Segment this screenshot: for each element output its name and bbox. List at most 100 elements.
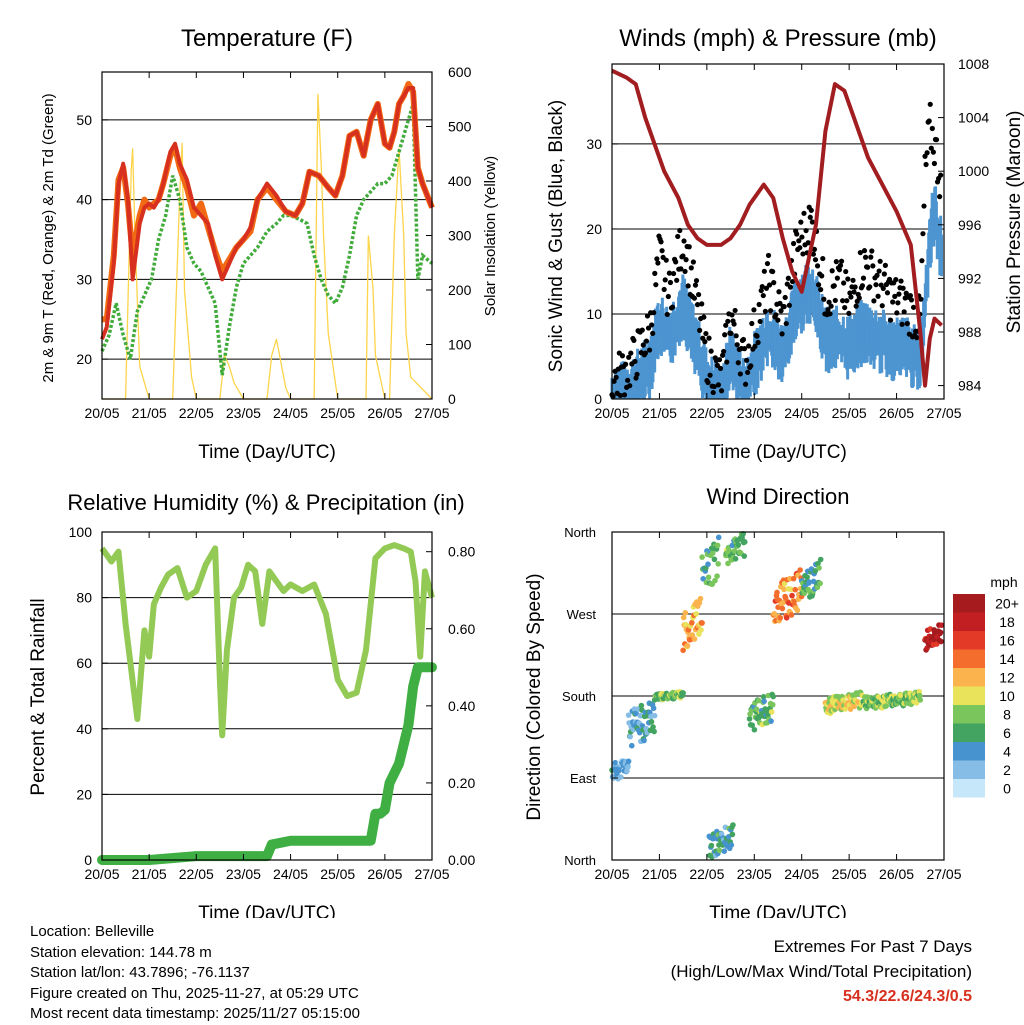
- gust-point: [928, 145, 934, 151]
- gust-point: [675, 233, 681, 240]
- wind-direction-point: [938, 638, 944, 645]
- gust-point: [923, 161, 929, 168]
- temperature-panel: Temperature (F) Time (Day/UTC) 2m & 9m T…: [40, 25, 499, 463]
- wind-direction-point: [761, 698, 767, 705]
- colorbar-label: 10: [999, 688, 1015, 704]
- gust-point: [776, 289, 782, 295]
- wind-direction-point: [641, 737, 647, 744]
- gust-point: [914, 335, 920, 341]
- gust-point: [610, 393, 616, 400]
- colorbar-swatch: [953, 686, 985, 705]
- colorbar-label: 6: [1003, 725, 1011, 741]
- wind-direction-point: [791, 598, 797, 605]
- wind-direction-point: [625, 758, 632, 765]
- gust-point: [765, 252, 772, 259]
- wind-direction-point: [781, 586, 787, 593]
- gust-point: [903, 290, 909, 296]
- gust-point: [771, 280, 777, 286]
- colorbar-label: 2: [1003, 762, 1011, 778]
- gust-point: [673, 259, 679, 265]
- gust-point: [696, 291, 702, 298]
- gust-point: [703, 330, 709, 337]
- gust-point: [688, 265, 694, 271]
- total-rainfall-line: [97, 662, 437, 865]
- gust-point: [881, 271, 887, 277]
- gust-point: [799, 234, 805, 240]
- gust-point: [775, 317, 781, 323]
- colorbar-swatch: [953, 631, 985, 650]
- gust-point: [757, 318, 763, 325]
- gust-point: [742, 381, 749, 387]
- wind-direction-point: [650, 724, 656, 730]
- gust-point: [752, 343, 758, 350]
- wind-direction-point: [721, 848, 728, 854]
- figure-canvas: Temperature (F) Time (Day/UTC) 2m & 9m T…: [28, 25, 1024, 918]
- gust-point: [653, 282, 659, 288]
- wind-direction-point: [680, 614, 687, 621]
- extremes-block: Extremes For Past 7 Days (High/Low/Max W…: [671, 934, 972, 1009]
- x-tick-label: 23/05: [737, 405, 772, 421]
- x-tick-label: 23/05: [226, 866, 261, 882]
- wind-direction-point: [710, 550, 716, 556]
- gust-point: [933, 137, 940, 143]
- wind-direction-title: Wind Direction: [706, 484, 849, 509]
- extremes-values: 54.3/22.6/24.3/0.5: [843, 988, 972, 1005]
- x-tick-label: 22/05: [689, 405, 724, 421]
- humidity-series: [97, 542, 437, 865]
- gust-point: [786, 302, 792, 308]
- wind-direction-point: [729, 831, 736, 838]
- colorbar-label: 14: [999, 651, 1015, 667]
- gust-point: [800, 251, 806, 257]
- winds-ylabel-right: Station Pressure (Maroon): [1004, 111, 1024, 334]
- gust-point: [628, 350, 634, 356]
- temperature-ylabel-right: Solar Insolation (Yellow): [482, 156, 499, 316]
- gust-point: [725, 318, 731, 324]
- gust-point: [699, 301, 705, 307]
- gust-point: [705, 379, 711, 386]
- wind-direction-point: [938, 622, 945, 628]
- gust-point: [865, 264, 871, 270]
- gust-point: [796, 238, 802, 244]
- gust-point: [751, 307, 757, 313]
- x-tick-label: 22/05: [179, 405, 214, 421]
- gust-point: [744, 357, 750, 363]
- location-text: Location: Belleville: [30, 923, 155, 940]
- wind-direction-point: [725, 560, 731, 567]
- wind-direction-point: [771, 611, 778, 617]
- gust-point: [760, 292, 766, 299]
- gust-point: [702, 339, 708, 345]
- gust-point: [666, 270, 672, 276]
- gust-point: [931, 160, 938, 167]
- gust-point: [644, 313, 651, 319]
- wind-direction-point: [625, 712, 632, 718]
- gust-point: [680, 253, 686, 259]
- y-right-tick-label: 996: [958, 217, 982, 233]
- wind-direction-point: [699, 620, 705, 626]
- gust-point: [908, 297, 915, 303]
- gust-point: [839, 298, 846, 304]
- wind-direction-point: [711, 556, 718, 563]
- y-tick-label: West: [567, 607, 597, 622]
- colorbar-swatch: [953, 594, 985, 613]
- gust-point: [852, 284, 858, 290]
- y-tick-label: 100: [69, 524, 93, 540]
- gust-point: [693, 277, 700, 284]
- winds-series: [609, 68, 944, 400]
- x-tick-label: 20/05: [84, 866, 119, 882]
- wind-direction-point: [682, 609, 689, 616]
- temperature-gridlines: [102, 119, 432, 360]
- gust-point: [717, 365, 724, 371]
- x-tick-label: 27/05: [414, 405, 449, 421]
- wind-direction-point: [625, 763, 631, 770]
- gust-point: [622, 361, 629, 367]
- humidity-title: Relative Humidity (%) & Precipitation (i…: [67, 490, 464, 515]
- gust-point: [718, 388, 725, 394]
- wind-direction-series: [609, 530, 945, 860]
- gust-point: [919, 258, 925, 264]
- wind-direction-point: [708, 842, 715, 849]
- gust-point: [790, 240, 797, 247]
- y-right-tick-label: 0.60: [448, 621, 475, 637]
- gust-point: [627, 383, 633, 389]
- wind-direction-point: [680, 647, 686, 654]
- gust-point: [690, 259, 696, 265]
